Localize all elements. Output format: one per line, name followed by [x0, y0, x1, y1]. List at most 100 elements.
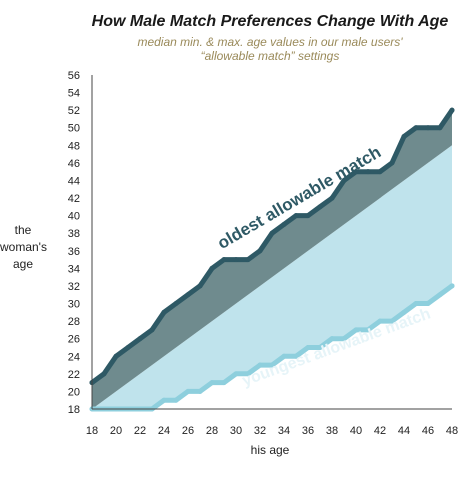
oldest-point: [113, 353, 119, 359]
oldest-point: [329, 195, 335, 201]
youngest-point: [389, 318, 395, 324]
oldest-point: [341, 177, 347, 183]
oldest-point: [377, 169, 383, 175]
y-tick-label: 48: [68, 140, 80, 152]
y-tick-label: 38: [68, 228, 80, 240]
oldest-point: [149, 327, 155, 333]
youngest-point: [269, 362, 275, 368]
y-tick-label: 44: [68, 175, 80, 187]
x-axis-label: his age: [251, 443, 290, 457]
youngest-point: [233, 371, 239, 377]
y-tick-label: 24: [68, 351, 80, 363]
oldest-point: [317, 204, 323, 210]
y-tick-label: 40: [68, 211, 80, 223]
oldest-point: [389, 160, 395, 166]
x-tick-label: 18: [86, 425, 98, 437]
oldest-point: [437, 125, 443, 131]
youngest-point: [413, 301, 419, 307]
youngest-point: [305, 344, 311, 350]
youngest-point: [221, 380, 227, 386]
x-tick-label: 46: [422, 425, 434, 437]
oldest-point: [245, 257, 251, 263]
youngest-point: [449, 283, 455, 289]
oldest-point: [401, 134, 407, 140]
youngest-point: [197, 388, 203, 394]
youngest-point: [257, 362, 263, 368]
youngest-point: [161, 397, 167, 403]
y-tick-label: 54: [68, 88, 80, 100]
y-tick-label: 34: [68, 263, 80, 275]
youngest-point: [437, 292, 443, 298]
x-tick-label: 44: [398, 425, 410, 437]
youngest-point: [209, 380, 215, 386]
oldest-point: [449, 107, 455, 113]
y-tick-label: 26: [68, 334, 80, 346]
axis-layer: 18 20 22 24 26 28 30 32 34 36 38 40 42 44 46 48 50 52 54 56…: [68, 70, 458, 437]
oldest-point: [281, 221, 287, 227]
youngest-point: [281, 353, 287, 359]
oldest-point: [161, 309, 167, 315]
oldest-point: [185, 292, 191, 298]
oldest-point: [209, 265, 215, 271]
oldest-point: [365, 169, 371, 175]
oldest-point: [173, 301, 179, 307]
x-tick-label: 38: [326, 425, 338, 437]
chart-title: How Male Match Preferences Change With A…: [91, 13, 449, 30]
x-tick-label: 20: [110, 425, 122, 437]
y-tick-label: 28: [68, 316, 80, 328]
youngest-point: [185, 388, 191, 394]
y-tick-label: 52: [68, 105, 80, 117]
oldest-point: [221, 257, 227, 263]
youngest-point: [425, 301, 431, 307]
y-axis-label-line-3: age: [12, 257, 34, 271]
x-tick-label: 34: [278, 425, 290, 437]
youngest-point: [377, 318, 383, 324]
youngest-point: [329, 336, 335, 342]
y-tick-label: 36: [68, 246, 80, 258]
y-tick-label: 46: [68, 158, 80, 170]
y-tick-label: 50: [68, 123, 80, 135]
x-tick-label: 24: [158, 425, 170, 437]
y-tick-label: 30: [68, 299, 80, 311]
oldest-point: [101, 371, 107, 377]
y-tick-label: 22: [68, 369, 80, 381]
chart-subtitle-line-1: median min. & max. age values in our mal…: [137, 35, 403, 49]
x-tick-label: 22: [134, 425, 146, 437]
youngest-point: [365, 327, 371, 333]
youngest-point: [317, 344, 323, 350]
y-tick-label: 20: [68, 386, 80, 398]
x-tick-label: 28: [206, 425, 218, 437]
oldest-point: [353, 169, 359, 175]
y-tick-label: 18: [68, 404, 80, 416]
y-axis-label-line-1: the: [14, 223, 32, 237]
oldest-point: [257, 248, 263, 254]
oldest-point: [305, 213, 311, 219]
oldest-point: [233, 257, 239, 263]
x-tick-label: 48: [446, 425, 458, 437]
youngest-point: [341, 336, 347, 342]
x-tick-label: 42: [374, 425, 386, 437]
x-tick-label: 36: [302, 425, 314, 437]
youngest-point: [293, 353, 299, 359]
youngest-point: [173, 397, 179, 403]
youngest-point: [245, 371, 251, 377]
youngest-point: [401, 309, 407, 315]
x-tick-label: 32: [254, 425, 266, 437]
oldest-point: [197, 283, 203, 289]
x-tick-label: 30: [230, 425, 242, 437]
y-tick-label: 32: [68, 281, 80, 293]
oldest-band-area: [92, 110, 452, 409]
youngest-point: [353, 327, 359, 333]
oldest-point: [425, 125, 431, 131]
oldest-point: [137, 336, 143, 342]
y-axis-label-line-2: woman's: [0, 240, 47, 254]
x-tick-label: 26: [182, 425, 194, 437]
oldest-point: [293, 213, 299, 219]
y-tick-label: 42: [68, 193, 80, 205]
chart-subtitle-line-2: “allowable match” settings: [200, 49, 340, 63]
oldest-point: [125, 344, 131, 350]
oldest-point: [413, 125, 419, 131]
oldest-point: [269, 230, 275, 236]
